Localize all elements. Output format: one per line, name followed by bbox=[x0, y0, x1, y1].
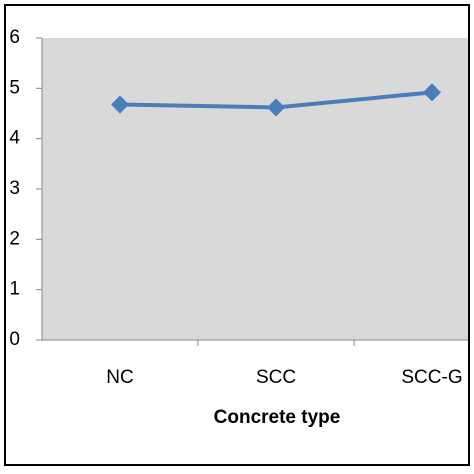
data-marker bbox=[267, 98, 285, 117]
y-tick-label: 6 bbox=[9, 27, 20, 48]
x-tick-label: SCC-G bbox=[401, 367, 462, 388]
y-tick-label: 1 bbox=[9, 279, 20, 300]
y-tick-label: 5 bbox=[9, 77, 20, 98]
y-tick-label: 2 bbox=[9, 228, 20, 249]
y-tick-label: 0 bbox=[9, 329, 20, 350]
y-tick-label: 4 bbox=[9, 128, 20, 149]
x-tick-label: SCC bbox=[256, 367, 296, 388]
y-tick-label: 3 bbox=[9, 178, 20, 199]
plot-area bbox=[42, 38, 468, 340]
data-marker bbox=[423, 83, 441, 102]
data-marker bbox=[111, 95, 129, 114]
x-tick-label: NC bbox=[106, 367, 133, 388]
x-axis-title: Concrete type bbox=[214, 407, 341, 428]
